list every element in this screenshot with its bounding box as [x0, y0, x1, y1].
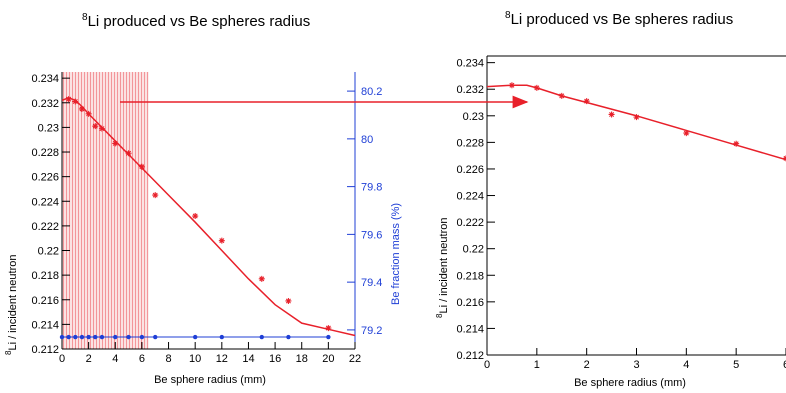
y2-tick-label: 79.4	[361, 277, 382, 289]
y-tick-label: 0.212	[456, 350, 484, 362]
fraction-point	[126, 334, 131, 340]
x-tick-label: 16	[269, 353, 281, 365]
y-tick-label: 0.218	[456, 270, 484, 282]
data-point	[633, 114, 640, 121]
fraction-point	[153, 334, 158, 340]
x-tick-label: 5	[733, 359, 739, 371]
fraction-point	[59, 334, 65, 340]
x-tick-label: 2	[584, 359, 590, 371]
y2-tick-label: 80	[361, 134, 373, 146]
data-point	[683, 130, 690, 137]
data-point	[152, 192, 159, 199]
y-tick-label: 0.226	[456, 164, 484, 176]
data-point	[112, 140, 119, 147]
chart2-plot: 0 1 2 3 4 5 6 0.212 0.214 0.216 0.218 0.22 0.222 0.22…	[456, 55, 786, 371]
fraction-point	[99, 334, 105, 340]
x-tick-label: 4	[683, 359, 689, 371]
fraction-point	[66, 334, 71, 340]
shaded-region	[62, 72, 149, 349]
data-point	[92, 123, 99, 130]
y-tick-label: 0.216	[456, 297, 484, 309]
fraction-point	[219, 334, 225, 340]
fraction-point	[192, 334, 198, 340]
y-tick-label: 0.234	[31, 73, 59, 85]
y-tick-label: 0.218	[31, 270, 59, 282]
y-tick-label: 0.23	[38, 122, 59, 134]
x-tick-label: 2	[86, 353, 92, 365]
x-tick-label: 20	[322, 353, 334, 365]
data-point	[608, 111, 615, 118]
data-point	[78, 105, 85, 112]
chart1-xlabel: Be sphere radius (mm)	[154, 374, 266, 386]
data-point	[98, 125, 105, 132]
y-tick-label: 0.212	[31, 344, 59, 356]
fraction-point	[286, 334, 291, 340]
y2-tick-label: 79.6	[361, 229, 382, 241]
x-tick-label: 14	[242, 353, 254, 365]
fraction-point	[93, 334, 98, 340]
x-tick-label: 3	[633, 359, 639, 371]
y-tick-label: 0.23	[463, 111, 484, 123]
x-tick-label: 22	[349, 353, 361, 365]
data-point	[285, 297, 292, 304]
fraction-point	[73, 334, 78, 340]
x-tick-label: 1	[534, 359, 540, 371]
y2-tick-label: 80.2	[361, 86, 382, 98]
y-tick-label: 0.226	[31, 172, 59, 184]
y-tick-label: 0.232	[31, 98, 59, 110]
x-tick-label: 8	[165, 353, 171, 365]
y-tick-label: 0.224	[31, 196, 59, 208]
y-tick-label: 0.214	[456, 323, 484, 335]
chart2-xlabel: Be sphere radius (mm)	[574, 377, 686, 389]
y-tick-label: 0.22	[38, 246, 59, 258]
data-point	[125, 150, 132, 157]
fraction-point	[86, 334, 91, 340]
fraction-point	[259, 334, 264, 340]
chart1-y2label: Be fraction mass (%)	[390, 203, 402, 305]
data-point	[138, 163, 145, 170]
chart1-title: 8Li produced vs Be spheres radius	[82, 12, 310, 30]
chart1-ylabel: 8Li / incident neutron	[4, 255, 19, 355]
y-tick-label: 0.216	[31, 295, 59, 307]
data-point	[258, 275, 265, 282]
fraction-point	[79, 334, 85, 340]
data-point	[72, 98, 79, 105]
fraction-point	[326, 334, 331, 340]
y2-tick-label: 79.2	[361, 325, 382, 337]
series-line	[486, 84, 786, 161]
x-tick-label: 10	[189, 353, 201, 365]
y-tick-label: 0.224	[456, 191, 484, 203]
y-tick-label: 0.222	[31, 221, 59, 233]
chart2-title: 8Li produced vs Be spheres radius	[505, 10, 733, 28]
y2-tick-label: 79.8	[361, 182, 382, 194]
data-point	[65, 96, 72, 103]
x-tick-label: 18	[296, 353, 308, 365]
y-tick-label: 0.228	[31, 147, 59, 159]
data-point	[192, 213, 199, 220]
y-tick-label: 0.232	[456, 84, 484, 96]
x-tick-label: 12	[216, 353, 228, 365]
x-tick-label: 4	[112, 353, 118, 365]
data-point	[733, 140, 740, 147]
data-point	[583, 98, 590, 105]
x-tick-label: 0	[59, 353, 65, 365]
x-tick-label: 6	[783, 359, 786, 371]
series-line	[61, 97, 356, 337]
y-tick-label: 0.214	[31, 319, 59, 331]
chart2-ylabel: 8Li / incident neutron	[435, 218, 450, 318]
x-tick-label: 6	[139, 353, 145, 365]
y-tick-label: 0.228	[456, 137, 484, 149]
x-tick-label: 0	[484, 359, 490, 371]
chart1-plot: 0 2 4 6 8 10 12 14 16 18 20 22 0.212 0.214 0.216 0.218 0…	[31, 72, 382, 365]
data-point	[218, 237, 225, 244]
y-tick-label: 0.222	[456, 217, 484, 229]
fraction-point	[113, 334, 118, 340]
data-point	[325, 325, 332, 332]
fraction-point	[139, 334, 145, 340]
y-tick-label: 0.234	[456, 58, 484, 70]
y-tick-label: 0.22	[463, 244, 484, 256]
